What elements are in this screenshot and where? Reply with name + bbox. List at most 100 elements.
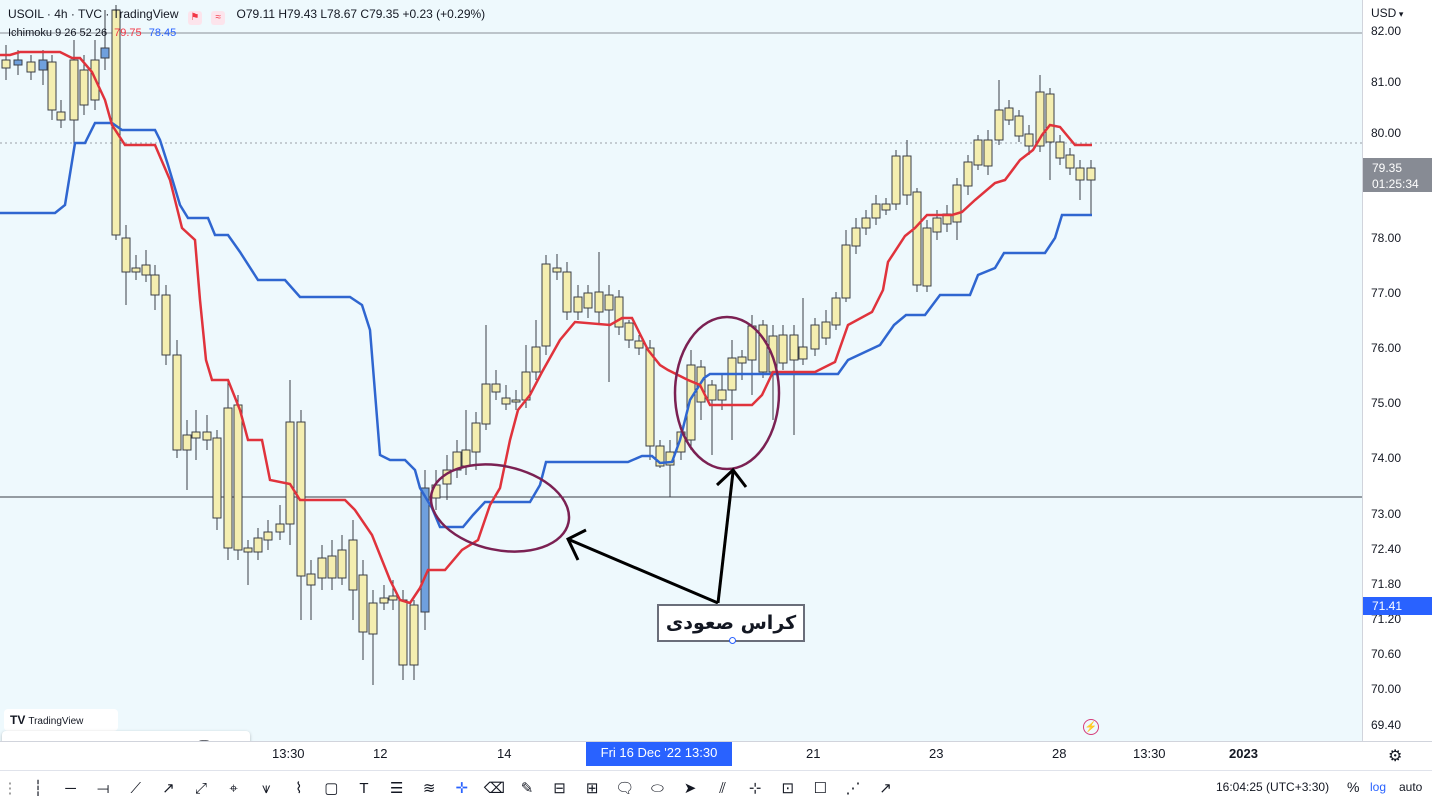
candle-bearish	[973, 139, 983, 166]
price-range-icon[interactable]: ⊡	[781, 780, 795, 797]
candle-bearish	[963, 161, 973, 187]
candle-bearish	[851, 227, 861, 247]
candle-bearish	[348, 539, 358, 591]
ellipse-icon[interactable]: ⬭	[650, 780, 664, 797]
drag-handle-icon[interactable]: ⋮	[4, 731, 20, 741]
percent-toggle[interactable]: %	[1347, 779, 1360, 795]
drawing-tools-toolbar[interactable]: ┆ ─ ⟞ ⟋ ↗ ⤢ ⌖ ⩛ ⌇ ▢ T ☰ ≋ ✛ ⌫ ✎ ⊟ ⊞ 🗨︎ ⬭ ➤ ⫽ ⊹ ⊡ ☐ ⋰ ↗ ⋮	[0, 770, 907, 806]
candle-bearish	[912, 191, 922, 286]
log-toggle[interactable]: log	[1370, 780, 1387, 794]
candle-bearish	[614, 296, 624, 328]
time-axis-label: 23	[929, 746, 944, 761]
candle-bullish	[13, 59, 23, 66]
price-axis-label: 70.00	[1371, 682, 1402, 696]
time-axis-label: 12	[373, 746, 388, 761]
candle-bearish	[263, 531, 273, 541]
trend-line-icon[interactable]: ⟋	[130, 780, 142, 797]
pitchfork-icon[interactable]: ⩛	[261, 780, 271, 797]
indicator-name[interactable]: Ichimoku 9 26 52 26	[8, 27, 108, 39]
callout-icon[interactable]: 🗨︎	[615, 780, 635, 797]
candle-bearish	[655, 445, 665, 467]
wave-icon[interactable]: ≈	[211, 11, 226, 25]
candle-bearish	[902, 155, 912, 196]
text-icon[interactable]: T	[359, 780, 369, 797]
candle-bearish	[634, 340, 644, 349]
ray-icon[interactable]: ↗	[162, 780, 175, 797]
more-icon[interactable]: ⋯	[222, 731, 250, 741]
time-axis-label: 28	[1052, 746, 1067, 761]
crosshair-icon[interactable]: ✛	[455, 780, 469, 797]
candle-bearish	[1, 59, 11, 69]
candle-bearish	[831, 297, 841, 326]
flash-icon[interactable]: ⚡	[1083, 719, 1099, 735]
brush-icon[interactable]: ✎	[520, 780, 534, 797]
flag-icon[interactable]: ⚑	[187, 11, 202, 25]
annotation-text-box[interactable]: کراس صعودی	[657, 604, 805, 642]
rectangle-icon[interactable]: ▢	[324, 780, 339, 797]
note-icon[interactable]: ☐	[813, 780, 828, 797]
apps-icon[interactable]: ⊞	[24, 731, 54, 741]
vertical-line-icon[interactable]: ┆	[33, 780, 43, 797]
lock-icon[interactable]: 🔓︎	[156, 731, 186, 741]
chart-canvas[interactable]	[0, 0, 1362, 741]
candle-bearish	[1075, 167, 1085, 181]
horizontal-ray-icon[interactable]: ⟞	[96, 780, 110, 797]
candle-bearish	[358, 574, 368, 633]
time-axis-label: 21	[806, 746, 821, 761]
time-axis[interactable]: 13:30 12 14 21 23 28 13:30 2023 Fri 16 Dec '22 …	[0, 741, 1432, 770]
tradingview-logo: TV	[10, 713, 26, 727]
parallel-channel-icon[interactable]: ⫽	[719, 780, 726, 797]
symbol-title[interactable]: USOIL · 4h · TVC · TradingView	[8, 7, 179, 21]
candle-bearish	[604, 294, 614, 311]
fib-retracement-icon[interactable]: ☰	[389, 780, 404, 797]
candle-bearish	[202, 431, 212, 441]
arrow-icon[interactable]: ↗	[879, 780, 892, 797]
watermark-text: TradingView	[28, 716, 84, 727]
status-bar: 16:04:25 (UTC+3:30) % log auto	[906, 770, 1432, 806]
path-icon[interactable]: ⌇	[295, 780, 303, 797]
font-size-label[interactable]: 32	[90, 731, 120, 741]
long-position-icon[interactable]: ⊟	[553, 780, 566, 797]
chart-area[interactable]: USOIL · 4h · TVC · TradingView ⚑ ≈ O79.1…	[0, 0, 1362, 741]
polyline-icon[interactable]: ⋰	[845, 780, 861, 797]
pin-icon[interactable]: ⌖	[229, 780, 238, 797]
symbol-legend[interactable]: USOIL · 4h · TVC · TradingView ⚑ ≈ O79.1…	[8, 7, 485, 25]
candle-bearish	[552, 267, 562, 273]
currency-selector[interactable]: USD	[1371, 6, 1403, 20]
candle-bullish	[100, 47, 110, 59]
price-axis-label: 74.00	[1371, 451, 1402, 465]
floating-drawing-toolbar[interactable]: ⋮ ⊞ T 32 ⚙ 🔓︎ 🗑︎ ⋯	[2, 731, 250, 741]
annotation-resize-handle[interactable]	[729, 637, 736, 644]
candle-bearish	[737, 356, 747, 364]
eraser-icon[interactable]: ⌫	[483, 780, 505, 797]
auto-toggle[interactable]: auto	[1399, 780, 1423, 794]
candle-bullish	[38, 59, 48, 71]
candle-bearish	[841, 244, 851, 299]
clock[interactable]: 16:04:25 (UTC+3:30)	[1216, 780, 1330, 794]
measure-icon[interactable]: ⊹	[748, 780, 762, 797]
annotation-arrow-1	[569, 538, 719, 605]
horizontal-line-icon[interactable]: ─	[65, 780, 76, 797]
candle-bearish	[798, 346, 808, 360]
price-axis[interactable]: USD 82.00 81.00 80.00 78.00 77.00 76.00 75.00 7…	[1362, 0, 1432, 741]
annotation-arrow-2	[716, 471, 735, 604]
candle-bearish	[922, 227, 932, 287]
candle-bearish	[645, 347, 655, 447]
candle-bearish	[952, 184, 962, 223]
text-tool-icon[interactable]: T	[57, 731, 87, 741]
candle-bearish	[1055, 141, 1065, 159]
cursor-icon[interactable]: ➤	[683, 780, 697, 797]
candle-bearish	[881, 203, 891, 211]
fib-channel-icon[interactable]: ≋	[422, 780, 436, 797]
price-axis-label: 75.00	[1371, 396, 1402, 410]
indicator-legend[interactable]: Ichimoku 9 26 52 26 79.75 78.45	[8, 27, 176, 39]
candle-bearish	[624, 322, 634, 341]
toolbar-drag-handle-icon[interactable]: ⋮	[2, 780, 18, 797]
indicator-value-kijun: 78.45	[148, 27, 177, 39]
gear-icon[interactable]: ⚙	[1388, 748, 1403, 765]
cross-highlight-ellipse-2	[673, 315, 781, 471]
settings-icon[interactable]: ⚙	[123, 731, 153, 741]
short-position-icon[interactable]: ⊞	[585, 780, 599, 797]
trash-icon[interactable]: 🗑︎	[189, 731, 219, 741]
extended-line-icon[interactable]: ⤢	[194, 780, 207, 797]
